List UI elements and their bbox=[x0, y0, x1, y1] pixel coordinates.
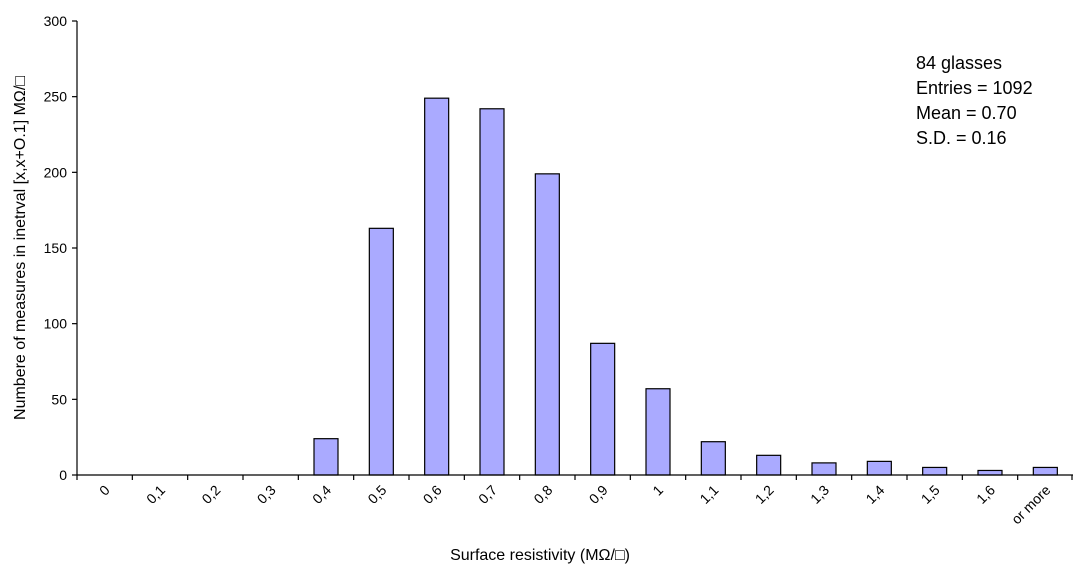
bar bbox=[645, 388, 671, 476]
x-tick-label: 0 bbox=[96, 482, 113, 499]
stats-line: Mean = 0.70 bbox=[916, 103, 1017, 123]
x-tick-label: 1,6 bbox=[973, 482, 998, 507]
x-tick-label: 1,5 bbox=[918, 482, 943, 507]
stats-line: 84 glasses bbox=[916, 53, 1002, 73]
bar bbox=[1032, 466, 1058, 476]
x-tick-label: 0,6 bbox=[420, 482, 445, 507]
bar bbox=[700, 441, 726, 476]
bar bbox=[534, 173, 560, 476]
y-tick-label: 200 bbox=[44, 164, 68, 180]
bar bbox=[368, 227, 394, 476]
y-ticks-group: 0 50 100 150 200 250 300 bbox=[44, 13, 77, 483]
x-tick-label: 0,5 bbox=[364, 482, 389, 507]
x-tick-label: 1,3 bbox=[807, 482, 832, 507]
x-tick-label: 0,3 bbox=[254, 482, 279, 507]
y-tick-label: 50 bbox=[51, 391, 67, 407]
y-tick-label: 100 bbox=[44, 316, 68, 332]
y-tick-label: 250 bbox=[44, 89, 68, 105]
x-tick-label: 1 bbox=[649, 482, 666, 499]
x-tick-label: 0,1 bbox=[143, 482, 168, 507]
x-tick-label: 1,4 bbox=[862, 482, 887, 507]
x-tick-label: 0,4 bbox=[309, 482, 334, 507]
bar bbox=[977, 469, 1003, 476]
y-tick-label: 150 bbox=[44, 240, 68, 256]
x-tick-label: 1,2 bbox=[752, 482, 777, 507]
stats-annotation: 84 glasses Entries = 1092 Mean = 0.70 S.… bbox=[916, 53, 1033, 148]
bar bbox=[756, 454, 782, 476]
bar bbox=[424, 97, 450, 476]
x-tick-label: 0,7 bbox=[475, 482, 500, 507]
bar bbox=[866, 460, 892, 476]
bar bbox=[811, 462, 837, 476]
bars-group bbox=[313, 97, 1058, 476]
bar bbox=[479, 108, 505, 476]
y-axis-title: Numbere of measures in inetrval [x,x+O.1… bbox=[12, 76, 29, 420]
x-ticks-group: 0 0,1 0,2 0,3 0,4 0,5 0,6 0,7 0,8 0,9 1 1,1 1,2 1,3 1,… bbox=[76, 475, 1073, 528]
bar bbox=[922, 466, 948, 476]
x-axis-title: Surface resistivity (MΩ/□) bbox=[450, 547, 630, 564]
bar bbox=[313, 438, 339, 476]
stats-line: Entries = 1092 bbox=[916, 78, 1033, 98]
x-tick-label: 0,8 bbox=[530, 482, 555, 507]
x-tick-label: 0,9 bbox=[586, 482, 611, 507]
x-tick-label: 1,1 bbox=[696, 482, 721, 507]
y-tick-label: 300 bbox=[44, 13, 68, 29]
bar bbox=[590, 342, 616, 476]
y-tick-label: 0 bbox=[59, 467, 67, 483]
x-tick-label: 0,2 bbox=[198, 482, 223, 507]
x-tick-label: or more bbox=[1008, 482, 1054, 528]
stats-line: S.D. = 0.16 bbox=[916, 128, 1007, 148]
